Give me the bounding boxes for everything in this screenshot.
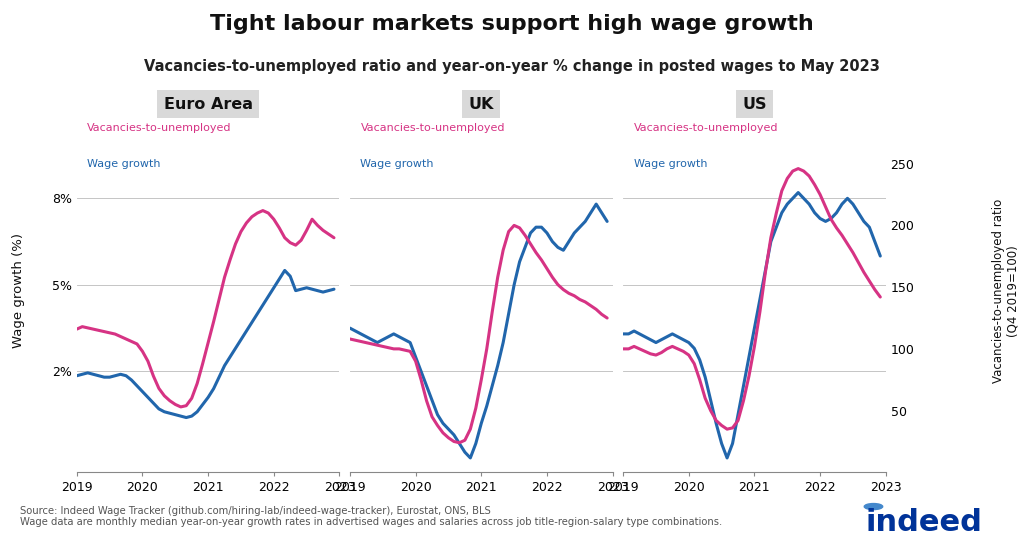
Text: Source: Indeed Wage Tracker (github.com/hiring-lab/indeed-wage-tracker), Eurosta: Source: Indeed Wage Tracker (github.com/…	[20, 506, 723, 528]
Text: Wage growth: Wage growth	[634, 159, 708, 169]
Text: Wage growth: Wage growth	[87, 159, 161, 169]
Text: Vacancies-to-unemployed: Vacancies-to-unemployed	[634, 122, 778, 132]
Circle shape	[864, 504, 883, 510]
Title: UK: UK	[469, 97, 494, 112]
Title: Euro Area: Euro Area	[164, 97, 253, 112]
Text: Wage growth: Wage growth	[360, 159, 434, 169]
Text: Vacancies-to-unemployed: Vacancies-to-unemployed	[360, 122, 505, 132]
Text: Vacancies-to-unemployed ratio
(Q4 2019=100): Vacancies-to-unemployed ratio (Q4 2019=1…	[991, 198, 1020, 383]
Text: Tight labour markets support high wage growth: Tight labour markets support high wage g…	[210, 14, 814, 34]
Text: Wage growth (%): Wage growth (%)	[12, 233, 25, 348]
Text: Vacancies-to-unemployed ratio and year-on-year % change in posted wages to May 2: Vacancies-to-unemployed ratio and year-o…	[144, 59, 880, 74]
Text: indeed: indeed	[865, 508, 983, 537]
Text: Vacancies-to-unemployed: Vacancies-to-unemployed	[87, 122, 231, 132]
Title: US: US	[742, 97, 767, 112]
